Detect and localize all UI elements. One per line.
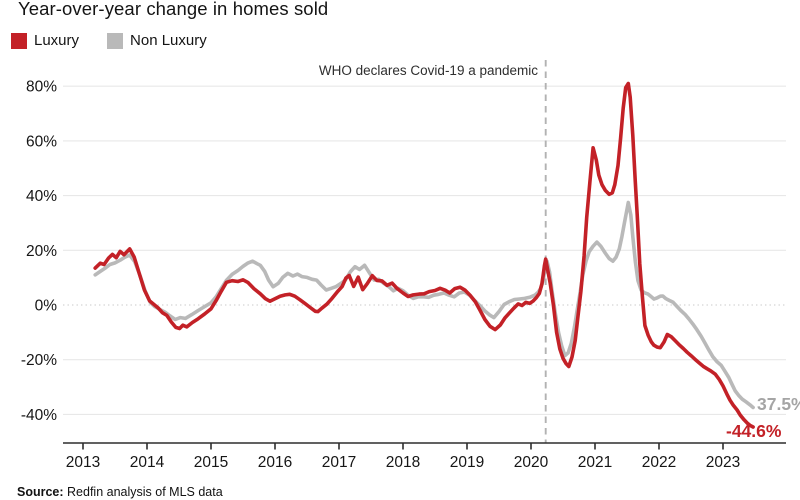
x-tick-label-2021: 2021 <box>578 454 612 471</box>
y-tick-label-60: 60% <box>26 133 57 150</box>
x-tick-label-2015: 2015 <box>194 454 228 471</box>
x-tick-label-2017: 2017 <box>322 454 356 471</box>
luxury-legend-label: Luxury <box>34 32 80 49</box>
legend-item-luxury: Luxury <box>11 32 79 49</box>
y-tick-label-40: 40% <box>26 188 57 205</box>
y-tick-label-80: 80% <box>26 79 57 96</box>
source-note: Source: Redfin analysis of MLS data <box>17 485 223 499</box>
y-tick-label-20: 20% <box>26 243 57 260</box>
y-tick-label--40: -40% <box>21 407 57 424</box>
pandemic-annotation: WHO declares Covid-19 a pandemic <box>318 63 538 78</box>
x-tick-label-2020: 2020 <box>514 454 549 471</box>
x-tick-label-2018: 2018 <box>386 454 420 471</box>
nonluxury-end-value: 37.5% <box>757 394 800 414</box>
luxury-end-value: -44.6% <box>726 421 782 441</box>
x-tick-label-2016: 2016 <box>258 454 292 471</box>
x-tick-label-2019: 2019 <box>450 454 484 471</box>
luxury-swatch <box>11 32 27 49</box>
legend: Luxury Non Luxury <box>11 32 207 49</box>
x-tick-label-2014: 2014 <box>130 454 165 471</box>
x-tick-label-2022: 2022 <box>642 454 676 471</box>
source-text: Redfin analysis of MLS data <box>63 485 223 499</box>
source-label: Source: <box>17 485 64 499</box>
y-tick-label--20: -20% <box>21 352 57 369</box>
nonluxury-legend-label: Non Luxury <box>130 32 207 49</box>
chart-title: Year-over-year change in homes sold <box>18 0 329 19</box>
series-line-non-luxury <box>93 200 755 410</box>
nonluxury-swatch <box>107 32 124 49</box>
series-line-luxury <box>93 81 755 429</box>
legend-item-nonluxury: Non Luxury <box>107 32 207 49</box>
x-tick-label-2023: 2023 <box>706 454 740 471</box>
x-tick-label-2013: 2013 <box>66 454 100 471</box>
y-tick-label-0: 0% <box>35 298 58 315</box>
